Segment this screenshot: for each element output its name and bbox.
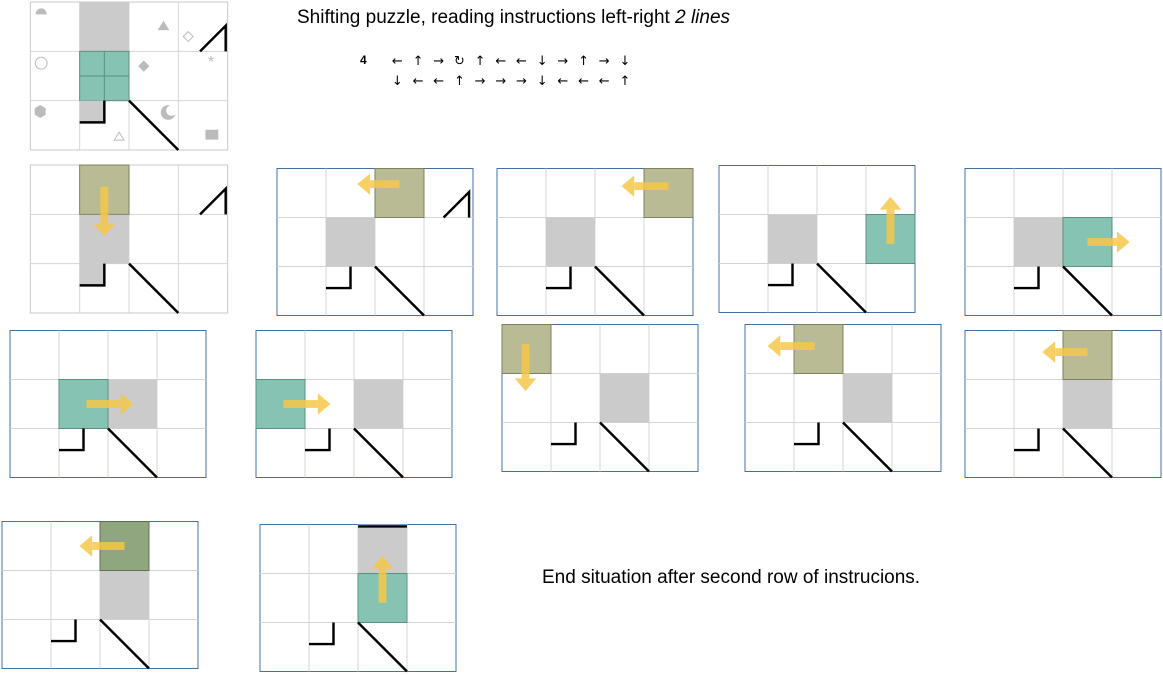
- instruction-arrow: ↑: [619, 74, 631, 89]
- title-emphasis: 2 lines: [675, 7, 731, 28]
- puzzle-panel-step-1: [29, 164, 229, 314]
- move-arrow-down: [514, 344, 537, 392]
- instruction-arrow: →: [516, 74, 527, 89]
- instruction-arrow: ←: [433, 74, 445, 89]
- instruction-arrow: ←: [578, 74, 589, 89]
- svg-text:*: *: [208, 54, 214, 71]
- puzzle-panel-step-9: [744, 324, 942, 473]
- wall-line: [128, 99, 180, 151]
- wall-line: [199, 22, 227, 53]
- instruction-arrow: →: [474, 74, 486, 89]
- instruction-number: 4: [360, 53, 367, 67]
- instruction-row-2: ↓ ← ← ↑ → → → ↓ ← ← ← ↑: [387, 72, 635, 92]
- puzzle-panel-step-4: [718, 165, 916, 314]
- instruction-arrow: ↑: [453, 74, 465, 89]
- instruction-arrow: ←: [412, 74, 424, 89]
- title-main: Shifting puzzle, reading instructions le…: [297, 7, 676, 28]
- puzzle-panel-initial: *: [29, 1, 229, 151]
- instruction-arrow: ↓: [391, 74, 403, 89]
- instruction-arrow: ←: [557, 74, 569, 89]
- instruction-arrow: ↑: [578, 54, 589, 69]
- move-arrow-right: [283, 393, 331, 415]
- move-arrow-left: [1042, 341, 1088, 363]
- instruction-arrow: →: [557, 54, 569, 69]
- instruction-arrow: →: [598, 54, 610, 69]
- move-arrow-left: [621, 175, 669, 197]
- instruction-arrow: ↑: [412, 54, 424, 69]
- gray-block: [79, 2, 129, 52]
- instruction-row-1: ← ↑ → ↻ ↑ ← ← ↓ → ↑ → ↓: [387, 52, 635, 72]
- gray-block: [79, 100, 105, 123]
- instruction-arrow: →: [433, 54, 445, 69]
- puzzle-panel-step-5: [964, 168, 1162, 317]
- puzzle-panel-end: [259, 524, 457, 673]
- move-arrow-right: [1087, 231, 1130, 253]
- puzzle-panel-step-8: [501, 324, 699, 473]
- gray-block: [326, 217, 375, 267]
- move-arrow-up: [879, 196, 902, 244]
- instruction-arrow: ←: [391, 54, 403, 69]
- puzzle-panel-step-3: [496, 168, 694, 317]
- gray-block: [79, 263, 105, 286]
- move-arrow-right: [86, 393, 134, 415]
- move-arrow-down: [93, 186, 116, 237]
- move-arrow-left: [767, 335, 815, 357]
- instruction-arrow: ↑: [474, 54, 486, 69]
- symbol-icons: *: [34, 8, 219, 141]
- move-arrow-left: [79, 535, 125, 557]
- move-arrow-up: [371, 555, 394, 603]
- instruction-arrow: ↓: [536, 54, 548, 69]
- instruction-arrow: ←: [495, 54, 507, 69]
- puzzle-panel-step-11: [1, 521, 199, 670]
- instruction-arrow: ↓: [536, 74, 548, 89]
- end-situation-caption: End situation after second row of instru…: [542, 567, 921, 588]
- olive-tile: [643, 168, 694, 218]
- instruction-arrow: →: [495, 74, 507, 89]
- puzzle-panel-step-6: [9, 330, 207, 479]
- wall-line: [79, 100, 106, 124]
- instruction-arrow: ←: [516, 54, 527, 69]
- instruction-sequence: 4 ← ↑ → ↻ ↑ ← ← ↓ → ↑ → ↓ ↓ ← ← ↑ → → → …: [360, 50, 660, 95]
- olive-tile: [374, 168, 425, 218]
- instruction-arrow: ↓: [619, 54, 631, 69]
- move-arrow-left: [357, 173, 400, 195]
- rotate-icon: ↻: [453, 54, 465, 69]
- page-title: Shifting puzzle, reading instructions le…: [297, 7, 730, 29]
- puzzle-panel-step-10: [964, 330, 1162, 479]
- puzzle-panel-step-7: [255, 330, 453, 479]
- instruction-arrow: ←: [598, 74, 610, 89]
- puzzle-panel-step-2: [276, 168, 474, 317]
